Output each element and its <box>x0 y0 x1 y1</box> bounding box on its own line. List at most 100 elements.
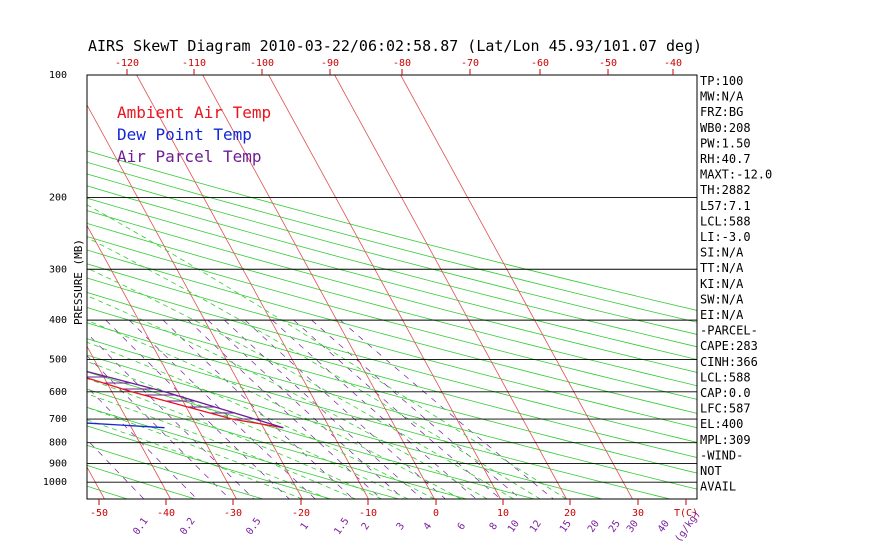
isotherm-line <box>87 466 105 499</box>
dry-adiabat-line <box>87 222 697 387</box>
mixing-ratio-label: 0.2 <box>178 516 197 537</box>
index-entry: NOT <box>700 464 722 478</box>
mixing-ratio-label: 1.5 <box>332 516 351 537</box>
cape-hatch-area <box>87 371 272 425</box>
dry-adiabat-line <box>87 150 697 311</box>
dry-adiabat-line <box>0 75 60 499</box>
index-entry: TT:N/A <box>700 261 744 275</box>
index-entry: AVAIL <box>700 480 736 494</box>
bottom-tick-label: 0 <box>433 508 439 519</box>
pressure-axis: 100 200 300 400 500 600 700 800 900 1000 <box>43 70 67 488</box>
mixing-ratio-line <box>87 439 145 499</box>
index-entry: SI:N/A <box>700 246 744 260</box>
top-tick-label: -60 <box>531 58 549 69</box>
isotherms <box>0 75 633 499</box>
index-entry: RH:40.7 <box>700 152 751 166</box>
dry-adiabat-line <box>87 464 196 499</box>
isotherm-line <box>87 104 303 499</box>
moist-adiabat-line <box>87 267 514 499</box>
index-entry: LCL:588 <box>700 214 751 228</box>
mixing-ratio-label: 30 <box>625 518 641 534</box>
index-entry: LCL:588 <box>700 370 751 384</box>
mixing-ratio-label: 6 <box>456 521 468 532</box>
isotherm-line <box>400 75 633 499</box>
chart-title: AIRS SkewT Diagram 2010-03-22/06:02:58.8… <box>88 37 702 55</box>
isotherm-line <box>87 224 237 499</box>
dry-adiabat-line <box>87 425 332 499</box>
legend-entry: Ambient Air Temp <box>117 103 271 122</box>
mixing-ratio-label: 0.1 <box>131 516 150 537</box>
mixing-ratio-label: 10 <box>506 518 522 534</box>
index-entry: CINH:366 <box>700 355 758 369</box>
dry-adiabat-line <box>87 444 264 499</box>
bottom-tick-label: 30 <box>632 508 644 519</box>
bottom-tick-label: -10 <box>359 508 377 519</box>
index-entry: MPL:309 <box>700 433 751 447</box>
dry-adiabat-line <box>87 322 697 490</box>
dry-adiabat-line <box>87 197 697 360</box>
index-entry: -PARCEL- <box>700 324 758 338</box>
pressure-label: 700 <box>49 414 67 425</box>
isotherm-line <box>87 345 171 499</box>
pressure-label: 400 <box>49 315 67 326</box>
mixing-ratio-line <box>87 355 231 499</box>
dry-adiabat-line <box>87 210 697 373</box>
dry-adiabat-line <box>87 406 399 499</box>
mixing-ratio-line <box>105 319 290 499</box>
bottom-tick-label: T(C) <box>674 508 698 519</box>
moist-adiabat-line <box>87 237 541 499</box>
bottom-tick-label: -30 <box>224 508 242 519</box>
pressure-label: 200 <box>49 193 67 204</box>
index-entry: LI:-3.0 <box>700 230 751 244</box>
top-tick-label: -50 <box>599 58 617 69</box>
mixing-ratio-label: 15 <box>558 518 574 534</box>
legend-entry: Air Parcel Temp <box>117 147 262 166</box>
legend-entry: Dew Point Temp <box>117 125 252 144</box>
mixing-ratio-label: 8 <box>488 521 500 532</box>
moist-adiabat-line <box>87 378 382 499</box>
isotherm-line <box>268 75 501 499</box>
mixing-ratio-label: 40 <box>656 518 672 534</box>
pressure-label: 100 <box>49 70 67 81</box>
index-entry: MW:N/A <box>700 90 744 104</box>
mixing-ratio-line <box>293 319 501 499</box>
index-entry: EI:N/A <box>700 308 744 322</box>
moist-adiabat-line <box>87 295 488 499</box>
index-entry: PW:1.50 <box>700 136 751 150</box>
top-tick-label: -90 <box>321 58 339 69</box>
mixing-ratio-line <box>187 319 382 499</box>
index-entry: TH:2882 <box>700 183 751 197</box>
pressure-label: 300 <box>49 264 67 275</box>
dry-adiabat-line <box>87 338 671 499</box>
mixing-ratio-label: 12 <box>528 518 544 534</box>
mixing-ratio-line <box>87 386 198 499</box>
moist-adiabat-line <box>87 419 303 499</box>
moist-adiabat-line <box>87 341 435 499</box>
bottom-tick-label: -50 <box>90 508 108 519</box>
legend: Ambient Air Temp Dew Point Temp Air Parcel… <box>117 103 271 166</box>
index-entry: -WIND- <box>700 448 743 462</box>
index-entry: LFC:587 <box>700 402 751 416</box>
pressure-label: 900 <box>49 459 67 470</box>
index-entry: L57:7.1 <box>700 199 751 213</box>
mixing-ratio-line <box>271 319 477 499</box>
pressure-label: 600 <box>49 387 67 398</box>
mixing-ratio-line <box>311 319 522 499</box>
isotherm-line <box>0 75 38 499</box>
pressure-lines <box>87 75 697 483</box>
mixing-ratio-line <box>162 319 354 499</box>
index-entry: WB0:208 <box>700 121 751 135</box>
moist-adiabat-line <box>87 319 462 499</box>
isotherm-line <box>202 75 435 499</box>
mixing-ratio-line <box>87 332 255 499</box>
mixing-ratio-line <box>244 319 446 499</box>
series-air-parcel-temp <box>87 370 284 429</box>
mixing-ratio-line <box>0 320 79 499</box>
index-entry: CAP:0.0 <box>700 386 751 400</box>
top-tick-label: -100 <box>250 58 274 69</box>
sounding-series <box>87 370 284 429</box>
index-entry: KI:N/A <box>700 277 744 291</box>
plot-area <box>0 75 697 499</box>
moist-adiabat-line <box>87 204 567 499</box>
